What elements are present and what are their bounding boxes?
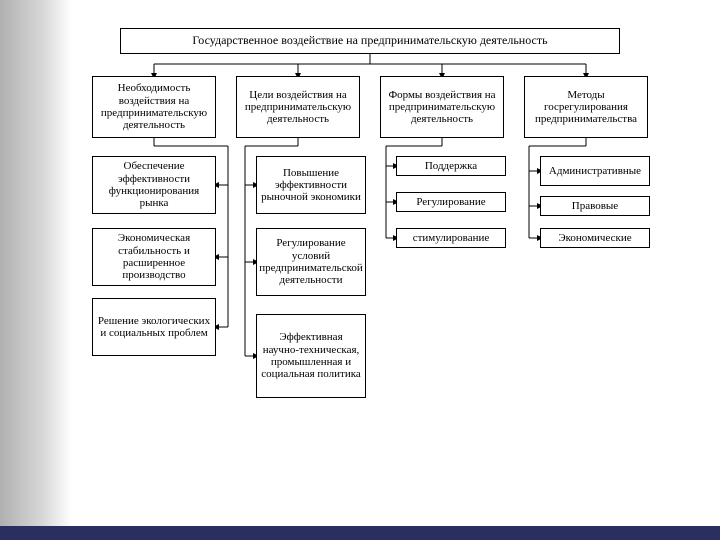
category-box-2: Цели воздействия на предпринимательскую …	[236, 76, 360, 138]
item-box-cat3-3: стимулирование	[396, 228, 506, 248]
root-box: Государственное воздействие на предприни…	[120, 28, 620, 54]
item-box-cat1-2: Экономическая стабильность и расширенное…	[92, 228, 216, 286]
item-box-cat4-1: Административные	[540, 156, 650, 186]
item-box-cat1-1: Обеспечение эффективности функционирован…	[92, 156, 216, 214]
item-box-cat2-2: Регулирование условий предпринимательско…	[256, 228, 366, 296]
item-box-cat4-2: Правовые	[540, 196, 650, 216]
item-box-cat4-3: Экономические	[540, 228, 650, 248]
item-box-cat2-3: Эффективная научно-техническая, промышле…	[256, 314, 366, 398]
item-box-cat1-3: Решение экологических и социальных пробл…	[92, 298, 216, 356]
category-box-1: Необходимость воздействия на предпринима…	[92, 76, 216, 138]
item-box-cat3-2: Регулирование	[396, 192, 506, 212]
item-box-cat2-1: Повышение эффективности рыночной экономи…	[256, 156, 366, 214]
item-box-cat3-1: Поддержка	[396, 156, 506, 176]
diagram-page: Государственное воздействие на предприни…	[78, 26, 666, 508]
footer-bar	[0, 526, 720, 540]
category-box-4: Методы госрегулирования предпринимательс…	[524, 76, 648, 138]
category-box-3: Формы воздействия на предпринимательскую…	[380, 76, 504, 138]
